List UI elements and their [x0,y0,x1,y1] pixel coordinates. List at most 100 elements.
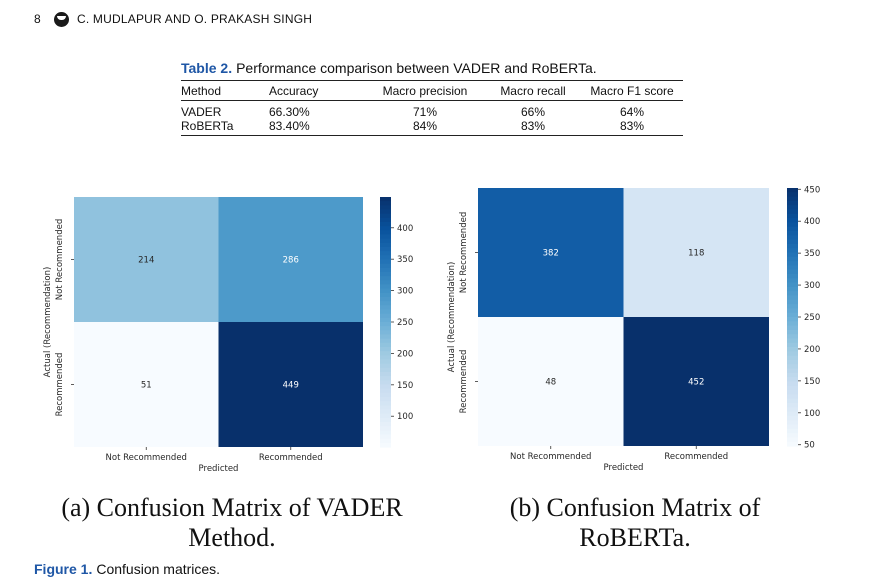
table-caption: Table 2. Performance comparison between V… [181,60,683,76]
colorbar-segment [380,384,391,390]
colorbar-segment [787,342,798,348]
colorbar-segment [380,238,391,244]
colorbar-segment [787,415,798,421]
colorbar-segment [787,372,798,378]
colorbar-segment [380,201,391,206]
subcaption-b-line2: RoBERTa. [579,523,691,552]
colorbar-segment [787,381,798,387]
colorbar-segment [380,230,391,236]
colorbar-segment [787,312,798,318]
colorbar-segment [787,209,798,215]
cell-value-label: 286 [283,256,299,266]
running-header: 8 C. MUDLAPUR AND O. PRAKASH SINGH [34,10,312,28]
colorbar-segment [380,351,391,356]
colorbar-segment [380,417,391,423]
table-row [181,133,683,136]
colorbar-segment [787,286,798,292]
figure-label: Figure 1. [34,561,93,577]
colorbar-segment [380,313,391,319]
colorbar-segment [380,397,391,402]
colorbar-tick-label: 200 [397,349,413,359]
colorbar-segment [380,430,391,436]
colorbar-tick-label: 50 [804,441,815,451]
colorbar-segment [787,411,798,417]
colorbar-segment [787,269,798,275]
colorbar-segment [787,360,798,365]
colorbar-segment [787,196,798,202]
heatmap-cell [623,188,769,317]
colorbar-segment [787,235,798,241]
colorbar-segment [380,322,391,327]
colorbar-segment [380,442,391,448]
colorbar-segment [380,217,391,223]
colorbar-segment [380,334,391,340]
subcaption-b: (b) Confusion Matrix of RoBERTa. [470,493,800,553]
colorbar-segment [380,405,391,411]
colorbar-segment [787,222,798,228]
cell-value-label: 118 [688,249,704,259]
colorbar-segment [380,309,391,315]
colorbar-segment [380,297,391,302]
cell-value-label: 452 [688,378,704,388]
performance-table: Method Accuracy Macro precision Macro re… [181,80,683,136]
colorbar-segment [380,342,391,348]
colorbar-segment [380,284,391,290]
colorbar-segment [787,308,798,314]
colorbar-tick-label: 300 [397,287,413,297]
colorbar-segment [787,321,798,327]
table-cell: 66% [520,104,546,119]
colorbar-segment [380,301,391,306]
colorbar-segment [380,263,391,269]
colorbar-tick-label: 450 [804,185,820,195]
colorbar-segment [787,278,798,284]
colorbar-segment [380,305,391,311]
x-tick-label: Not Recommended [106,453,187,463]
colorbar-tick-label: 150 [804,377,820,387]
table-cell: 71% [412,104,438,119]
colorbar-segment [380,388,391,394]
colorbar-segment [787,317,798,322]
colorbar-segment [787,334,798,340]
colorbar-segment [787,291,798,297]
colorbar-segment [380,280,391,286]
colorbar-tick-label: 400 [397,224,413,234]
table-label: Table 2. [181,60,233,76]
colorbar-segment [380,234,391,240]
table-cell: 83% [619,118,645,133]
heatmap-cell [218,197,363,322]
colorbar-segment [380,242,391,248]
subcaption-a-line2: Method. [188,523,276,552]
colorbar-segment [787,252,798,258]
colorbar-segment [787,385,798,391]
figure-title: Confusion matrices. [96,561,221,577]
colorbar-segment [787,377,798,383]
colorbar-segment [380,409,391,415]
cell-value-label: 382 [543,249,559,259]
confusion-matrix-roberta: 382 118 48 452 Not Recommended Recommended Pre… [447,185,820,473]
colorbar-segment [787,420,798,426]
table-row: VADER 66.30% 71% 66% 64% [181,105,683,119]
colorbar-segment [787,205,798,211]
colorbar-segment [380,222,391,227]
running-authors: C. MUDLAPUR AND O. PRAKASH SINGH [77,12,313,26]
colorbar-segment [380,276,391,281]
colorbar-segment [787,424,798,430]
x-tick-label: Recommended [259,453,323,463]
colorbar-segment [380,372,391,377]
colorbar-segment [787,390,798,395]
column-header: Macro recall [500,84,566,98]
column-header: Method [181,84,222,98]
colorbar-segment [380,401,391,406]
colorbar-tick-label: 250 [397,318,413,328]
colorbar-tick-label: 400 [804,217,820,227]
colorbar-segment [787,200,798,206]
colorbar-segment [787,368,798,374]
colorbar-tick-label: 350 [804,249,820,259]
colorbar-segment [380,434,391,440]
colorbar-segment [787,355,798,361]
colorbar-segment [787,248,798,254]
heatmap-cell [218,322,363,447]
colorbar-segment [787,407,798,413]
colorbar-segment [787,218,798,223]
heatmap-cell [478,317,624,446]
